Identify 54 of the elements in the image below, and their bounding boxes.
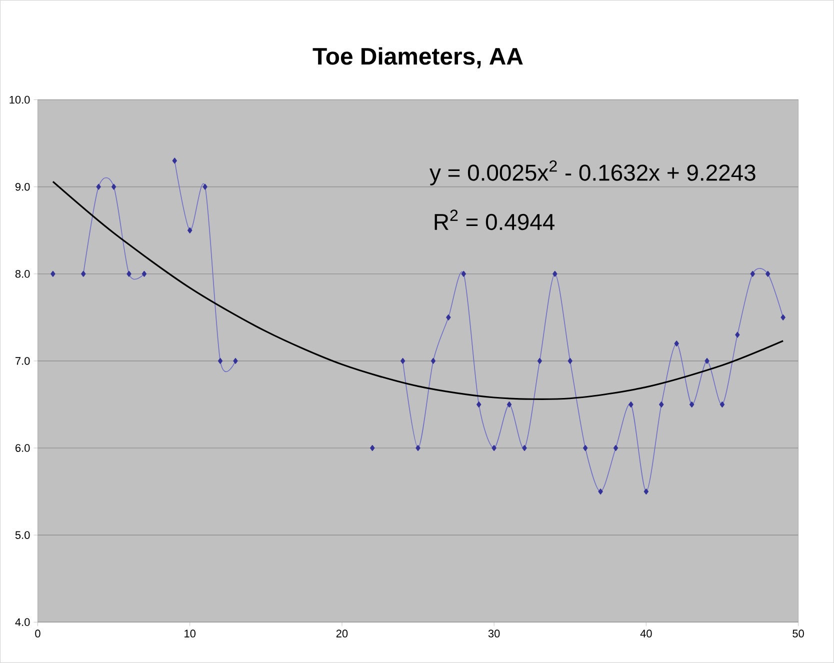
point bbox=[522, 445, 527, 452]
x-tick-label: 0 bbox=[35, 630, 40, 638]
y-tick-label: 8.0 bbox=[15, 270, 30, 278]
point bbox=[430, 358, 436, 364]
y-tick-label: 10.0 bbox=[10, 96, 30, 104]
point bbox=[568, 358, 572, 364]
point bbox=[659, 402, 664, 408]
point bbox=[704, 358, 710, 364]
x-tick-label: 40 bbox=[640, 630, 652, 638]
point bbox=[202, 184, 208, 190]
point bbox=[142, 270, 147, 277]
point bbox=[750, 270, 755, 277]
point bbox=[537, 358, 542, 364]
point bbox=[766, 270, 770, 277]
annotation: R$^{2}$ = 0.4944 bbox=[434, 210, 554, 230]
point bbox=[628, 402, 634, 408]
point bbox=[735, 332, 740, 338]
x-tick-label: 20 bbox=[336, 630, 348, 638]
chart-title: Toe Diameters, AA bbox=[312, 47, 523, 68]
point bbox=[674, 340, 679, 347]
point bbox=[111, 184, 116, 190]
point bbox=[446, 314, 451, 320]
point bbox=[233, 358, 238, 364]
point bbox=[492, 445, 496, 452]
point bbox=[218, 358, 223, 364]
y-tick-label: 7.0 bbox=[16, 357, 30, 365]
point bbox=[552, 270, 558, 277]
x-tick-label: 10 bbox=[184, 630, 196, 638]
point bbox=[582, 445, 588, 452]
point bbox=[476, 402, 482, 408]
point bbox=[780, 314, 786, 320]
point bbox=[644, 488, 649, 495]
y-tick-label: 9.0 bbox=[15, 183, 30, 191]
point bbox=[416, 445, 420, 452]
point bbox=[461, 270, 466, 277]
y-tick-label: 4.0 bbox=[15, 618, 30, 626]
annotation: y = 0.0025x$^{2}$ - 0.1632x + 9.2243 bbox=[430, 160, 756, 186]
point bbox=[187, 227, 192, 234]
y-tick-label: 5.0 bbox=[15, 531, 30, 540]
point bbox=[370, 445, 375, 452]
point bbox=[96, 184, 101, 190]
point bbox=[598, 488, 603, 495]
point bbox=[126, 270, 132, 277]
point bbox=[172, 158, 177, 164]
y-tick-label: 6.0 bbox=[16, 444, 30, 452]
point bbox=[689, 402, 694, 408]
point bbox=[400, 358, 406, 364]
point bbox=[50, 270, 56, 277]
point bbox=[613, 445, 618, 452]
point bbox=[720, 402, 725, 408]
x-tick-label: 30 bbox=[488, 630, 500, 638]
point bbox=[81, 270, 86, 277]
point bbox=[506, 402, 512, 408]
x-tick-label: 50 bbox=[792, 630, 804, 638]
